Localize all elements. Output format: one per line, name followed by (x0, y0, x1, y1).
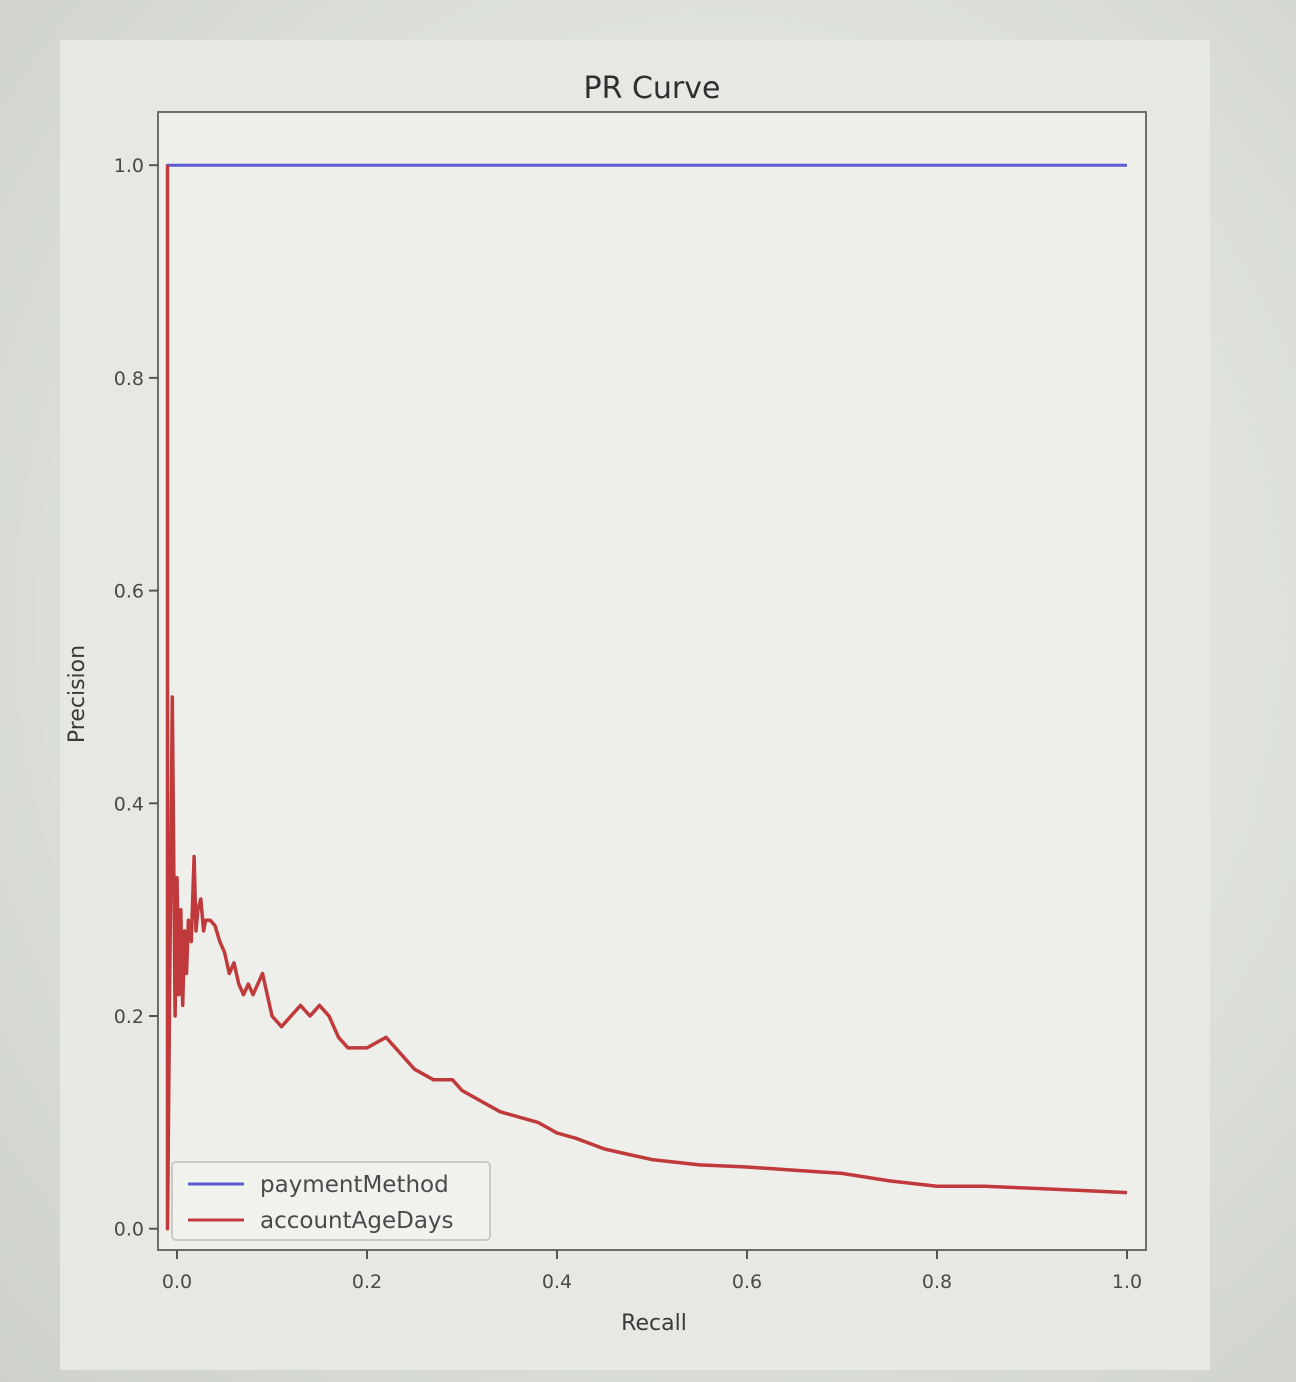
series-layer (165, 163, 1128, 1231)
y-tick-label: 0.0 (114, 1219, 144, 1241)
y-axis-title: Precision (65, 645, 90, 743)
y-tick-label: 0.8 (114, 368, 144, 390)
plot-area (157, 111, 1147, 1251)
legend-box (171, 1161, 491, 1241)
x-tick-label: 0.4 (542, 1271, 572, 1293)
y-tick-label: 0.6 (114, 581, 144, 603)
legend-label: accountAgeDays (260, 1208, 454, 1234)
y-ticks: 0.0 0.2 0.4 0.6 0.8 1.0 (114, 155, 158, 1241)
series-line-accountAgeDays (165, 165, 1128, 1231)
y-tick-label: 0.2 (114, 1006, 144, 1028)
x-tick-label: 0.6 (732, 1271, 762, 1293)
x-ticks: 0.0 0.2 0.4 0.6 0.8 1.0 (162, 1250, 1142, 1293)
legend-label: paymentMethod (260, 1172, 449, 1198)
y-tick-label: 1.0 (114, 155, 144, 177)
y-tick-label: 0.4 (114, 793, 144, 815)
x-tick-label: 0.2 (352, 1271, 382, 1293)
chart-title: PR Curve (584, 71, 721, 106)
x-tick-label: 0.8 (922, 1271, 952, 1293)
x-tick-label: 0.0 (162, 1271, 192, 1293)
x-axis-title: Recall (621, 1311, 687, 1336)
x-tick-label: 1.0 (1112, 1271, 1142, 1293)
legend: paymentMethod accountAgeDays (171, 1161, 491, 1241)
